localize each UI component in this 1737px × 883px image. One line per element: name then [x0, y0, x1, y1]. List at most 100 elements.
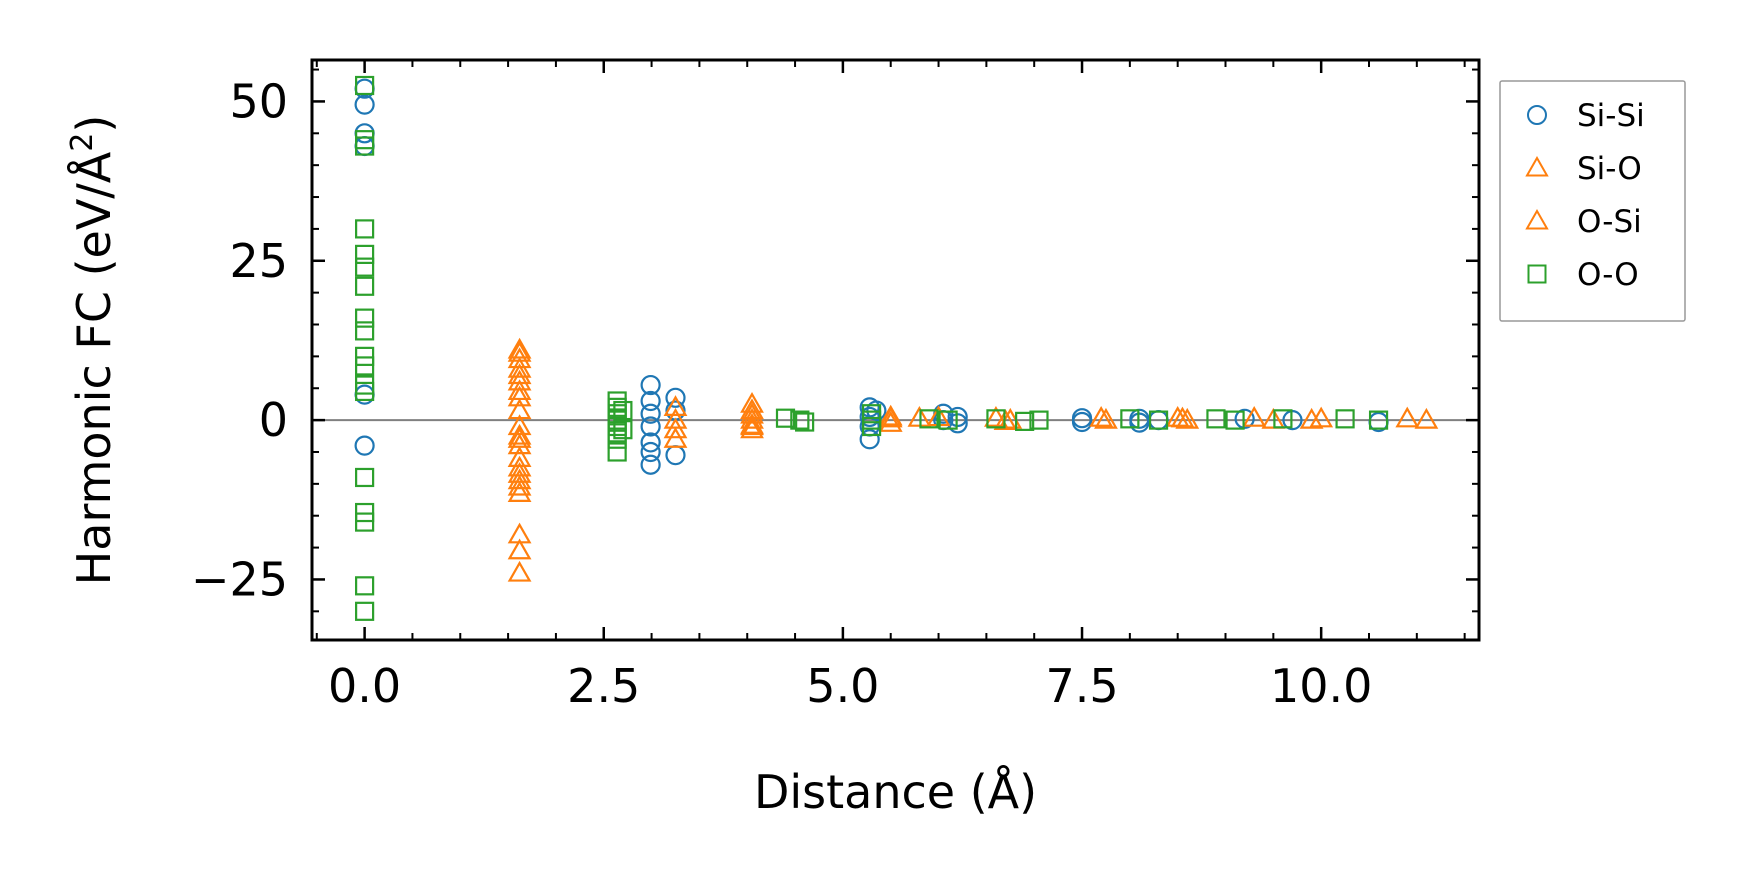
y-tick-label: −25: [191, 552, 288, 606]
data-point-si-si: [354, 94, 375, 115]
data-point-o-o: [355, 356, 375, 376]
legend: Si-Si Si-O O-Si O-O: [1499, 80, 1686, 322]
data-point-o-o: [938, 410, 958, 430]
data-point-o-o: [355, 512, 375, 532]
data-point-o-o: [355, 576, 375, 596]
data-point-o-o: [355, 381, 375, 402]
legend-entry-o-o: O-O: [1527, 257, 1639, 293]
data-point-si-o: [663, 427, 688, 448]
data-point-si-o: [507, 423, 532, 445]
data-point-o-o: [355, 136, 375, 156]
legend-box: [1499, 80, 1686, 322]
y-tick-label: 25: [229, 234, 288, 288]
data-point-si-si: [640, 432, 661, 453]
data-points-layer: [354, 75, 1439, 621]
legend-marker-o-si: [1525, 208, 1549, 230]
data-point-si-o: [878, 411, 903, 432]
y-axis-title: Harmonic FC (eV/Å2): [65, 115, 121, 586]
data-point-o-o: [986, 409, 1006, 429]
x-axis-title: Distance (Å): [754, 765, 1037, 819]
data-point-si-si: [859, 429, 880, 450]
data-point-o-si: [507, 340, 532, 362]
data-point-si-si: [640, 390, 661, 412]
data-point-si-o: [507, 474, 532, 496]
data-point-o-o: [607, 442, 627, 462]
legend-entry-o-si: O-Si: [1525, 204, 1642, 240]
data-point-si-si: [665, 387, 686, 408]
data-point-o-o: [1225, 410, 1245, 430]
data-point-o-o: [775, 408, 796, 428]
data-point-o-o: [355, 244, 375, 264]
legend-entries: Si-Si Si-O O-Si O-O: [1525, 98, 1645, 293]
data-point-si-o: [507, 385, 532, 407]
data-point-o-si: [507, 481, 532, 503]
data-point-o-o: [355, 257, 375, 277]
data-point-si-o: [1395, 406, 1420, 428]
series-o-o: [355, 75, 1389, 621]
data-point-si-si: [640, 454, 661, 475]
y-tick-label: 0: [259, 393, 288, 447]
data-point-o-si: [1170, 406, 1195, 428]
data-point-o-o: [919, 409, 939, 429]
data-point-si-si: [640, 374, 661, 396]
data-point-o-o: [790, 410, 810, 430]
data-point-o-si: [740, 407, 764, 429]
data-point-si-si: [640, 416, 661, 437]
data-point-o-si: [740, 402, 764, 424]
x-tick-label: 5.0: [806, 659, 879, 713]
data-point-o-o: [613, 420, 633, 440]
plot-frame: [310, 58, 1481, 642]
data-point-o-si: [740, 412, 764, 434]
data-point-si-o: [1175, 407, 1200, 429]
legend-marker-si-o: [1525, 155, 1549, 177]
data-point-o-si: [740, 417, 764, 439]
data-point-si-o: [1089, 405, 1114, 427]
data-point-o-o: [355, 276, 375, 296]
data-point-si-o: [1309, 406, 1334, 428]
data-point-o-si: [507, 427, 532, 448]
data-point-o-si: [507, 468, 532, 490]
data-point-si-o: [984, 405, 1008, 427]
x-tick-label: 10.0: [1270, 659, 1372, 713]
data-point-o-o: [355, 219, 375, 239]
data-point-o-si: [1094, 407, 1118, 429]
y-axis-title-main: Harmonic FC (eV/Å: [67, 151, 121, 585]
legend-label-o-o: O-O: [1577, 257, 1639, 293]
data-point-o-o: [1335, 409, 1355, 429]
data-point-o-o: [1368, 410, 1389, 430]
data-point-o-o: [1273, 409, 1293, 429]
data-point-o-o: [355, 308, 375, 328]
tick-labels-layer: 0.0 2.5 5.0 7.5 10.0 −25 0 25 50: [191, 74, 1372, 713]
data-point-si-o: [507, 560, 532, 582]
data-point-si-o: [663, 395, 688, 416]
y-tick-label: 50: [229, 74, 288, 128]
x-tick-label: 2.5: [567, 659, 640, 713]
data-point-o-o: [613, 400, 633, 421]
legend-marker-o-o: [1527, 264, 1547, 284]
data-point-o-o: [355, 75, 375, 96]
x-tick-label: 0.0: [328, 659, 401, 713]
legend-entry-si-si: Si-Si: [1527, 98, 1645, 134]
y-axis-title-close: ): [67, 115, 121, 133]
data-point-si-o: [507, 538, 532, 560]
data-point-o-o: [861, 416, 882, 437]
data-point-si-o: [1414, 407, 1439, 429]
data-point-si-o: [993, 409, 1018, 430]
data-point-si-si: [1071, 411, 1093, 433]
data-point-si-si: [640, 441, 661, 463]
data-point-o-o: [1029, 410, 1049, 430]
data-point-si-si: [354, 435, 375, 456]
data-point-o-si: [878, 406, 903, 428]
data-point-si-si: [640, 403, 661, 424]
legend-marker-si-si: [1527, 105, 1547, 125]
legend-label-si-si: Si-Si: [1577, 98, 1645, 134]
data-point-si-o: [1242, 405, 1267, 427]
data-point-o-o: [355, 467, 375, 488]
y-axis-title-superscript: 2: [65, 133, 100, 152]
data-point-o-o: [355, 321, 375, 341]
legend-label-si-o: Si-O: [1577, 151, 1642, 187]
data-point-o-si: [507, 455, 532, 477]
data-point-o-o: [1148, 410, 1169, 430]
